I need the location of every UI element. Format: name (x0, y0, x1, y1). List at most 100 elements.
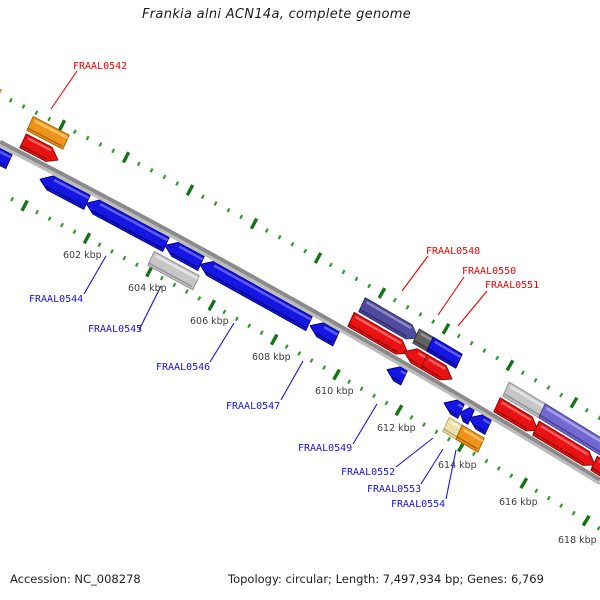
ruler-dot (456, 333, 461, 339)
gene-shadow (27, 127, 63, 147)
ruler-dot (496, 466, 501, 471)
gene[interactable] (164, 241, 205, 271)
gene-shadow (591, 466, 600, 474)
gene-highlight (355, 315, 402, 345)
leader-line-FRAAL0552 (395, 437, 434, 468)
leader-line-FRAAL0545 (138, 285, 162, 331)
ruler-dot (136, 161, 141, 167)
gene-highlight (546, 407, 600, 443)
gene-highlight (482, 418, 491, 425)
ruler-dot (372, 393, 376, 399)
ruler-dot (284, 344, 289, 349)
gene-shadow (494, 408, 528, 430)
ruler-dot (471, 451, 476, 457)
gene-FRAAL0547[interactable] (309, 322, 340, 347)
gene[interactable] (39, 175, 91, 210)
ruler-dot (534, 488, 539, 494)
ruler-dot (8, 97, 13, 103)
gene-FRAAL0553[interactable] (455, 424, 485, 453)
ruler-dot (495, 355, 500, 361)
ruler-tick (0, 88, 3, 100)
leader-line-FRAAL0546 (209, 322, 235, 363)
ruler-dot (359, 386, 364, 392)
gene-label-FRAAL0551[interactable]: FRAAL0551 (485, 280, 539, 291)
ruler-dot (482, 348, 487, 353)
ruler-dot (159, 275, 164, 281)
ruler-dot (111, 148, 116, 154)
gene-label-FRAAL0548[interactable]: FRAAL0548 (426, 246, 480, 257)
gene-label-FRAAL0545[interactable]: FRAAL0545 (88, 324, 142, 335)
gene-label-FRAAL0549[interactable]: FRAAL0549 (298, 443, 352, 454)
ruler-dot (264, 228, 269, 233)
gene[interactable] (459, 407, 475, 425)
gene-label-FRAAL0553[interactable]: FRAAL0553 (367, 484, 421, 495)
gene-shadow (45, 185, 84, 207)
ruler-tick (121, 151, 131, 164)
genome-stats-text: Topology: circular; Length: 7,497,934 bp… (228, 572, 544, 586)
kbp-label: 618 kbp (558, 535, 597, 546)
gene-FRAAL0551[interactable] (426, 336, 463, 369)
gene-FRAAL0546[interactable] (199, 261, 313, 332)
ruler-dot (197, 296, 202, 301)
gene-shadow (474, 424, 485, 432)
gene-FRAAL0545[interactable] (147, 250, 200, 291)
ruler-dot (110, 249, 114, 254)
gene-shadow (539, 414, 600, 453)
gene-shadow (91, 210, 163, 250)
gene-highlight (155, 254, 199, 280)
ruler-tick (313, 252, 323, 264)
gene-label-FRAAL0542[interactable]: FRAAL0542 (73, 61, 127, 72)
gene-highlight (53, 178, 90, 200)
ruler-tick (441, 323, 451, 335)
gene-label-FRAAL0546[interactable]: FRAAL0546 (156, 362, 210, 373)
gene-highlight (501, 401, 532, 422)
ruler-dot (584, 407, 589, 413)
leader-line-FRAAL0554 (445, 449, 457, 500)
kbp-label: 606 kbp (190, 316, 229, 327)
ruler-dot (297, 351, 302, 356)
gene-shadow (315, 332, 333, 344)
gene-FRAAL0542[interactable] (26, 116, 70, 150)
leader-line-FRAAL0550 (437, 276, 465, 316)
gene-shadow (409, 358, 421, 366)
gene-shadow (0, 162, 6, 167)
ruler-tick (377, 287, 387, 299)
ruler-dot (149, 168, 154, 173)
kbp-label: 604 kbp (128, 283, 167, 294)
ruler-dot (328, 262, 333, 268)
ruler-dot (418, 312, 423, 317)
ruler-dot (213, 201, 218, 206)
ruler-dot (354, 276, 359, 282)
gene-FRAAL0549[interactable] (386, 366, 408, 386)
ruler-dot (384, 400, 389, 406)
gene-shadow (170, 252, 198, 269)
ruler-tick (145, 265, 154, 278)
ruler-dot (162, 174, 167, 180)
gene-shadow (348, 323, 398, 353)
ruler-tick (207, 299, 217, 312)
gene-shadow (449, 409, 458, 416)
gene-label-FRAAL0547[interactable]: FRAAL0547 (226, 401, 280, 412)
gene-shadow (205, 271, 306, 328)
ruler-dot (222, 309, 227, 315)
ruler-tick (332, 368, 341, 381)
gene-highlight (428, 358, 446, 371)
kbp-label: 614 kbp (438, 460, 477, 471)
ruler-dot (98, 142, 103, 147)
gene-label-FRAAL0552[interactable]: FRAAL0552 (341, 467, 395, 478)
gene-shadow (461, 417, 468, 422)
gene-FRAAL0544[interactable] (85, 199, 170, 252)
ruler-dot (239, 214, 244, 220)
ruler-dot (484, 458, 489, 464)
gene-highlight (434, 340, 462, 359)
ruler-tick (269, 333, 279, 346)
leader-line-FRAAL0551 (457, 290, 488, 327)
ruler-dot (21, 104, 26, 109)
gene-label-FRAAL0544[interactable]: FRAAL0544 (29, 294, 83, 305)
ruler-dot (290, 241, 295, 247)
ruler-dot (533, 377, 538, 383)
ruler-tick (57, 119, 67, 132)
gene-label-FRAAL0554[interactable]: FRAAL0554 (391, 499, 445, 510)
gene-label-FRAAL0550[interactable]: FRAAL0550 (462, 266, 516, 277)
